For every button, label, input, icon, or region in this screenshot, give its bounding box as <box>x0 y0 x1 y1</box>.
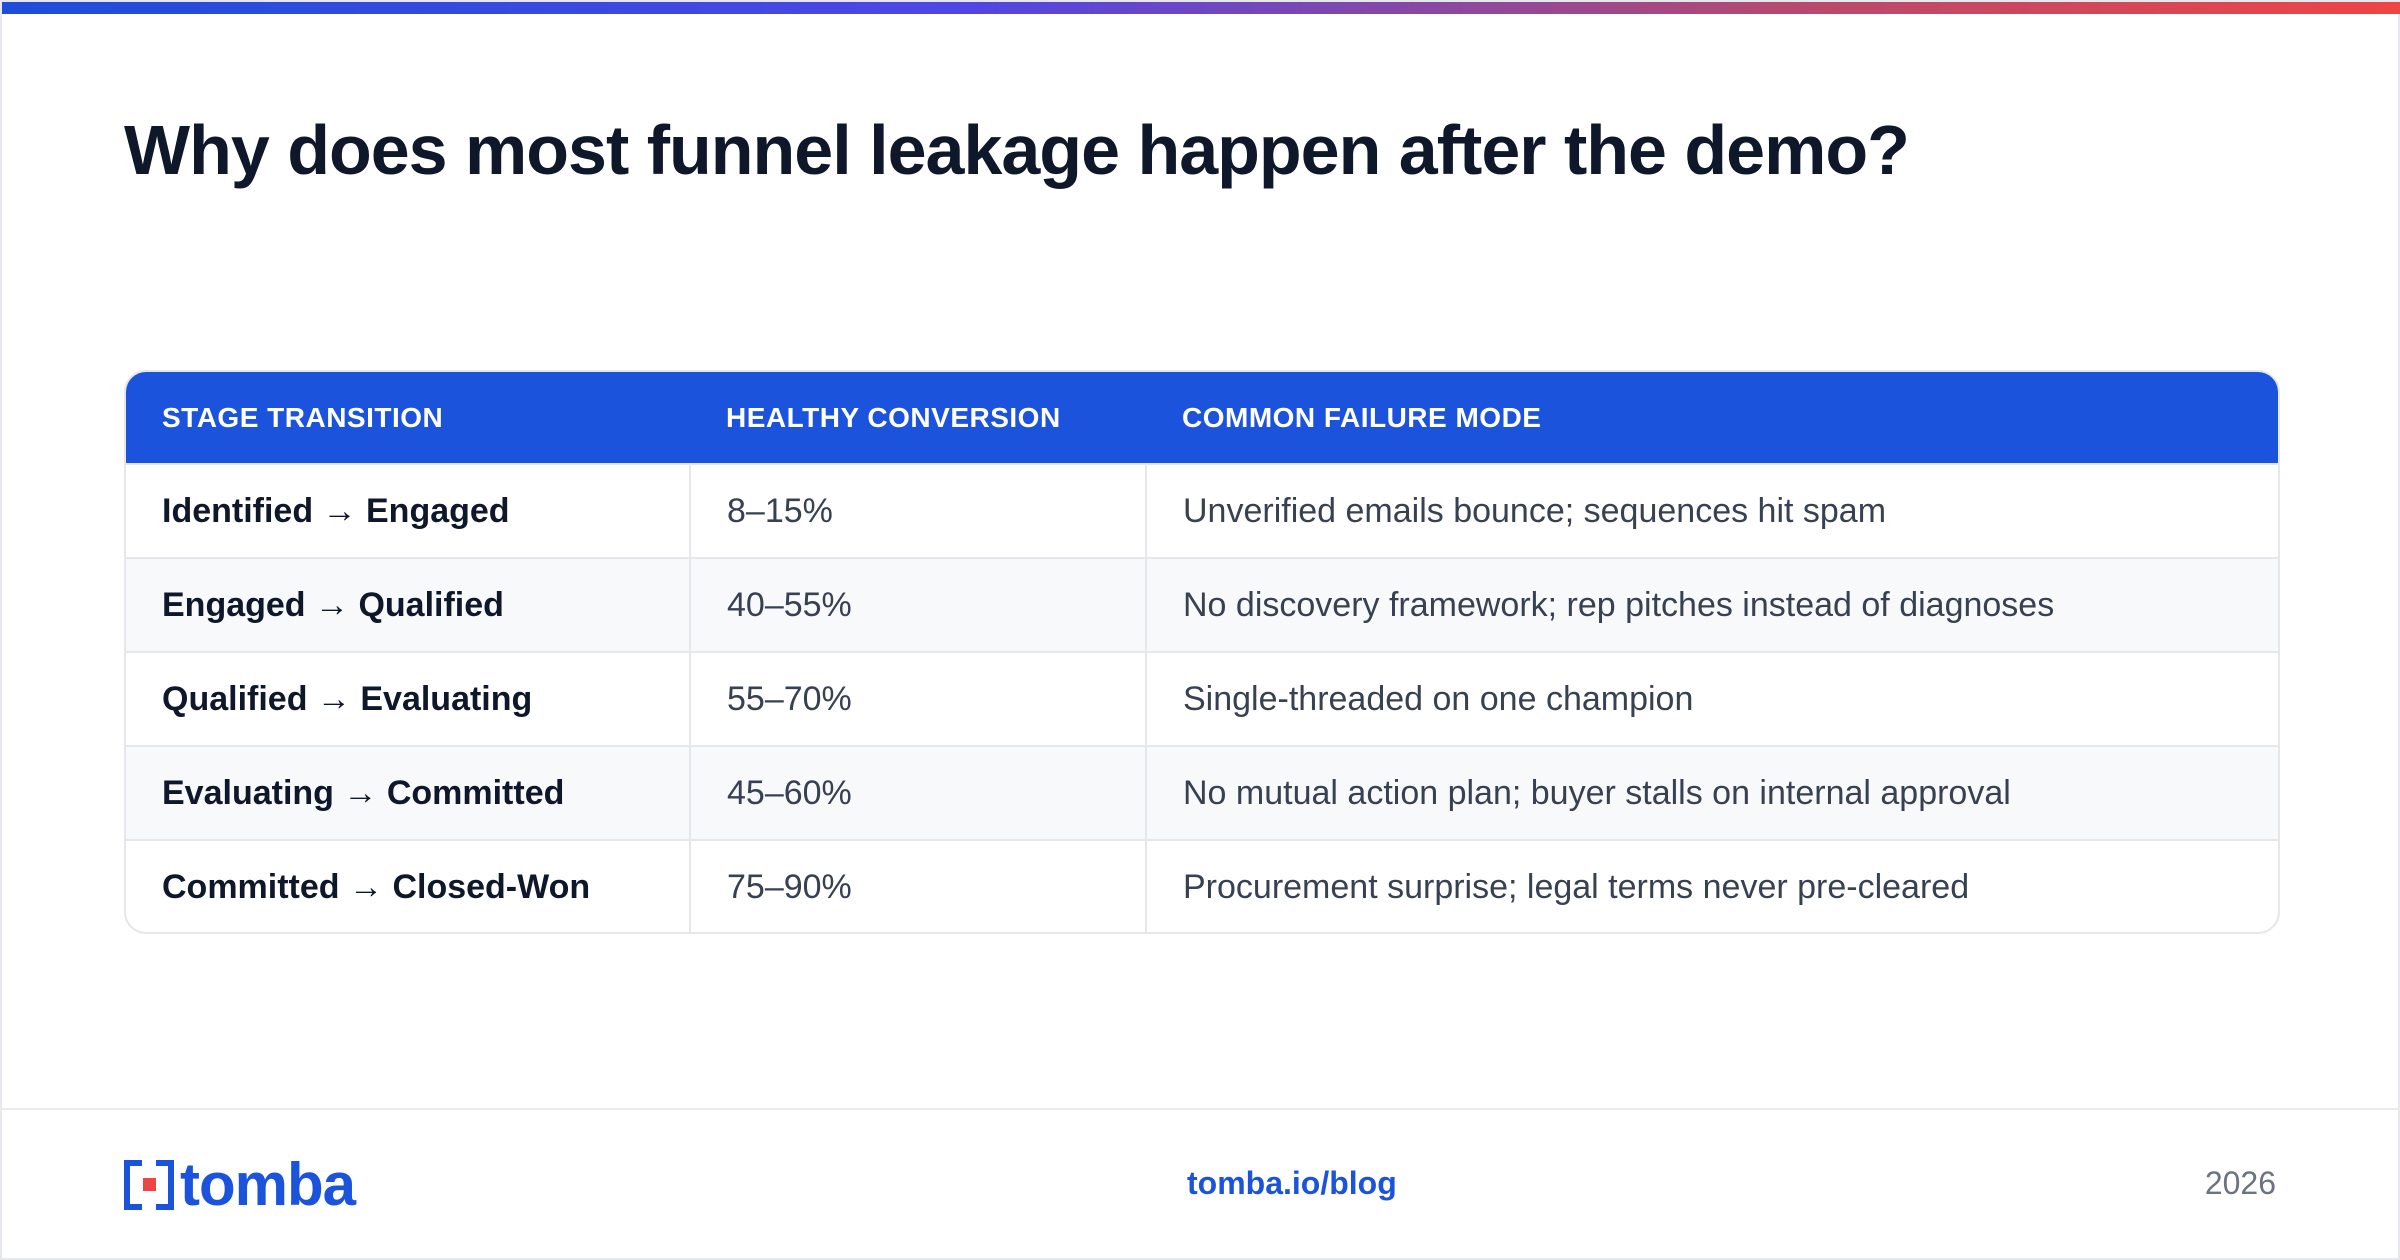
table-row: Identified → Engaged 8–15% Unverified em… <box>126 463 2278 558</box>
header-common-failure-mode: COMMON FAILURE MODE <box>1182 401 1542 433</box>
conversion-cell: 45–60% <box>689 745 1146 840</box>
failure-cell: Procurement surprise; legal terms never … <box>1145 839 2278 932</box>
footer-divider <box>2 1108 2400 1110</box>
stage-cell: Qualified → Evaluating <box>126 651 690 746</box>
header-healthy-conversion: HEALTHY CONVERSION <box>726 401 1061 433</box>
table-row: Engaged → Qualified 40–55% No discovery … <box>126 557 2278 652</box>
table-header-row: STAGE TRANSITION HEALTHY CONVERSION COMM… <box>126 372 2278 464</box>
header-stage-transition: STAGE TRANSITION <box>162 401 444 433</box>
stage-cell: Engaged → Qualified <box>126 557 690 652</box>
table-row: Qualified → Evaluating 55–70% Single-thr… <box>126 651 2278 746</box>
top-gradient-bar <box>2 2 2400 14</box>
page-title: Why does most funnel leakage happen afte… <box>124 111 1910 189</box>
tomba-logo: tomba <box>124 1151 356 1218</box>
table-row: Evaluating → Committed 45–60% No mutual … <box>126 745 2278 840</box>
funnel-table: STAGE TRANSITION HEALTHY CONVERSION COMM… <box>124 370 2280 934</box>
conversion-cell: 55–70% <box>689 651 1146 746</box>
failure-cell: No discovery framework; rep pitches inst… <box>1145 557 2278 652</box>
logo-wordmark: tomba <box>180 1151 356 1218</box>
stage-cell: Evaluating → Committed <box>126 745 690 840</box>
failure-cell: No mutual action plan; buyer stalls on i… <box>1145 745 2278 840</box>
failure-cell: Single-threaded on one champion <box>1145 651 2278 746</box>
footer-year: 2026 <box>2204 1165 2276 1201</box>
table-row: Committed → Closed-Won 75–90% Procuremen… <box>126 839 2278 932</box>
stage-cell: Committed → Closed-Won <box>126 839 690 932</box>
conversion-cell: 40–55% <box>689 557 1146 652</box>
failure-cell: Unverified emails bounce; sequences hit … <box>1145 463 2278 558</box>
tomba-logo-icon <box>124 1160 174 1210</box>
conversion-cell: 8–15% <box>689 463 1146 558</box>
stage-cell: Identified → Engaged <box>126 463 690 558</box>
conversion-cell: 75–90% <box>689 839 1146 932</box>
blog-link[interactable]: tomba.io/blog <box>1187 1165 1397 1201</box>
